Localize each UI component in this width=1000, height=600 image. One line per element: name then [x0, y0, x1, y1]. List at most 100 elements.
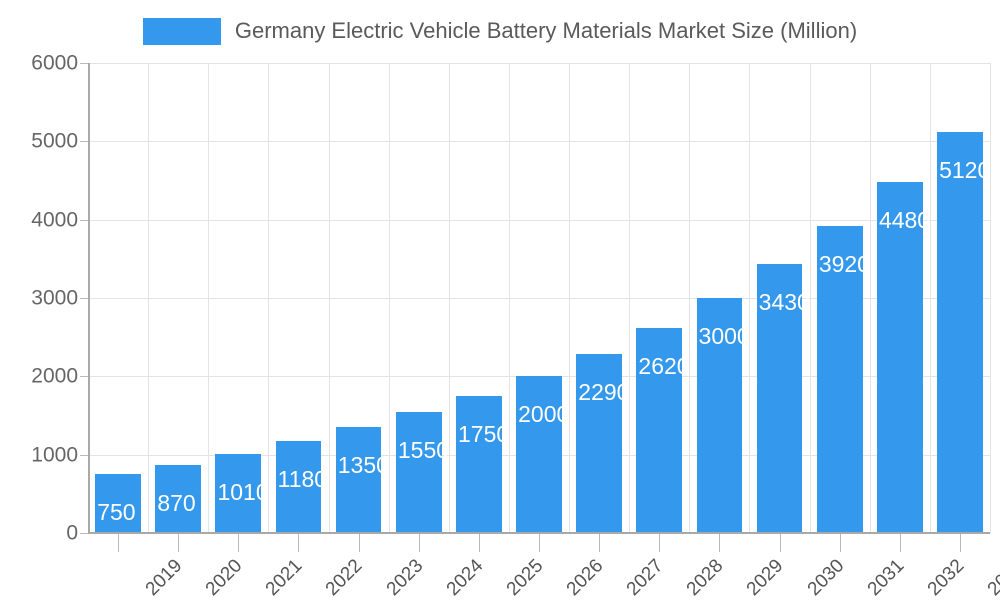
bar-value-label: 1010 [217, 478, 269, 505]
x-axis-tick-mark [419, 534, 420, 552]
x-axis-tick-mark [479, 534, 480, 552]
y-axis-tick-label: 5000 [31, 129, 78, 153]
legend-label: Germany Electric Vehicle Battery Materia… [234, 18, 858, 43]
bar[interactable] [816, 225, 863, 533]
y-axis-tick-label: 3000 [31, 286, 78, 310]
gridline-vertical [329, 63, 330, 533]
gridline-vertical [569, 63, 570, 533]
bar[interactable] [636, 327, 683, 533]
x-axis-tick-mark [539, 534, 540, 552]
x-axis-tick-label: 2030 [803, 555, 848, 600]
gridline-vertical [208, 63, 209, 533]
x-axis-tick-mark [659, 534, 660, 552]
gridline-horizontal [88, 63, 990, 64]
y-axis-tick-mark [80, 298, 88, 299]
bar-value-label: 1180 [277, 465, 328, 492]
bar-value-label: 1550 [397, 436, 450, 463]
y-axis-tick-label: 4000 [31, 208, 78, 232]
bar[interactable] [275, 440, 322, 533]
y-axis-tick-label: 6000 [31, 51, 78, 75]
y-axis-tick-mark [80, 454, 88, 456]
gridline-vertical [930, 63, 931, 533]
bar[interactable] [155, 464, 202, 533]
gridline-vertical [449, 63, 450, 533]
x-axis-tick-label: 2020 [201, 555, 247, 600]
bar[interactable] [395, 411, 442, 533]
x-axis-tick-label: 2023 [382, 555, 428, 600]
bar-value-label: 2000 [518, 401, 570, 428]
x-axis-tick-label: 2031 [863, 555, 909, 600]
bar-value-label: 750 [97, 499, 136, 526]
gridline-vertical [509, 63, 510, 533]
x-axis-tick-label: 2033 [983, 555, 1000, 600]
x-axis-tick-label: 2027 [622, 555, 668, 600]
gridline-horizontal [88, 219, 990, 221]
y-axis-tick-mark [80, 141, 88, 143]
plot-area: 750 870 1010 1180 1350 1550 1750 2000 2290 2620 30… [88, 63, 991, 534]
bar[interactable] [335, 427, 382, 533]
legend-color-swatch [142, 17, 221, 45]
bar-value-label: 2290 [578, 378, 630, 405]
gridline-horizontal [88, 298, 990, 299]
y-axis-tick-mark [80, 219, 88, 221]
gridline-vertical [810, 63, 811, 533]
bar[interactable] [937, 131, 983, 533]
y-axis-tick-mark [80, 63, 88, 64]
bar-value-label: 5120 [939, 156, 991, 183]
gridline-vertical [268, 63, 269, 533]
x-axis-tick-mark [719, 534, 720, 552]
x-axis-tick-label: 2025 [502, 555, 548, 600]
bar-value-label: 870 [157, 489, 196, 516]
gridline-vertical [689, 63, 690, 533]
bar-value-label: 1750 [458, 420, 510, 447]
chart-legend: Germany Electric Vehicle Battery Materia… [0, 14, 1000, 48]
x-axis-tick-label: 2019 [141, 555, 187, 600]
y-axis-tick-label: 2000 [31, 364, 78, 388]
x-axis-tick-label: 2024 [442, 555, 488, 600]
x-axis-tick-mark [118, 534, 119, 552]
gridline-vertical [148, 63, 149, 533]
bar[interactable] [876, 182, 923, 533]
y-axis-tick-mark [80, 376, 88, 378]
bar[interactable] [756, 264, 803, 533]
x-axis-tick-label: 2026 [562, 555, 608, 600]
gridline-vertical [389, 63, 390, 533]
x-axis-tick-mark [780, 534, 781, 552]
gridline-vertical [749, 63, 750, 533]
x-axis-line [88, 532, 990, 534]
bar-value-label: 2620 [638, 352, 690, 379]
bar[interactable] [696, 298, 743, 533]
bar-value-label: 3430 [758, 289, 810, 316]
x-axis-tick-label: 2021 [262, 555, 307, 600]
bar-value-label: 3000 [698, 323, 750, 349]
x-axis-tick-mark [599, 534, 600, 552]
x-axis-tick-mark [960, 534, 961, 552]
y-axis-line [88, 63, 90, 534]
bar[interactable] [215, 453, 262, 533]
gridline-horizontal [88, 141, 990, 143]
bar[interactable] [456, 395, 502, 533]
x-axis-tick-mark [298, 534, 299, 552]
bar-value-label: 1350 [337, 452, 389, 479]
bar-value-label: 3920 [818, 250, 870, 277]
y-axis-tick-mark [80, 533, 88, 534]
bar[interactable] [516, 376, 562, 533]
y-axis-tick-label: 1000 [31, 443, 78, 467]
x-axis-tick-mark [840, 534, 841, 552]
bar-value-label: 4480 [878, 207, 931, 234]
gridline-vertical [629, 63, 630, 533]
gridline-vertical [990, 63, 991, 533]
x-axis-tick-label: 2022 [322, 555, 367, 600]
bar[interactable] [95, 474, 141, 533]
bar[interactable] [576, 353, 622, 533]
x-axis-tick-mark [359, 534, 360, 552]
x-axis-tick-mark [178, 534, 179, 552]
gridline-vertical [870, 63, 871, 533]
x-axis-tick-label: 2028 [682, 555, 728, 600]
x-axis-tick-mark [900, 534, 901, 552]
x-axis-tick-label: 2032 [923, 555, 969, 600]
y-axis-tick-label: 0 [66, 521, 78, 545]
x-axis-tick-label: 2029 [743, 555, 788, 600]
x-axis-tick-mark [238, 534, 239, 552]
